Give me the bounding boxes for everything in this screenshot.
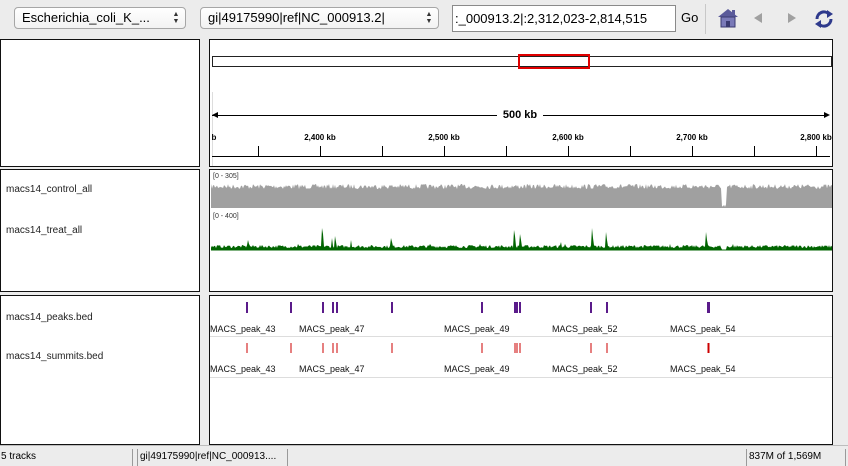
- chromosome-dropdown-value: gi|49175990|ref|NC_000913.2|: [208, 10, 385, 25]
- peak-feature[interactable]: [606, 302, 608, 313]
- tick-label: b: [211, 133, 217, 142]
- ruler: [212, 92, 832, 166]
- summit-label: MACS_peak_52: [552, 364, 618, 374]
- dropdown-arrows-icon: ▲ ▼: [172, 11, 180, 25]
- peak-feature[interactable]: [519, 302, 521, 313]
- feature-tracks: [246, 302, 710, 353]
- dropdown-arrows-icon: ▲ ▼: [425, 11, 433, 25]
- tick-mark: [382, 146, 383, 156]
- tick-mark: [444, 146, 445, 156]
- tick-mark: [816, 146, 817, 156]
- tick-mark: [258, 146, 259, 156]
- peak-label: MACS_peak_43: [210, 324, 276, 334]
- peak-feature[interactable]: [246, 302, 248, 313]
- home-icon[interactable]: [717, 8, 739, 31]
- summit-label: MACS_peak_54: [670, 364, 736, 374]
- peak-feature[interactable]: [481, 302, 483, 313]
- peak-feature[interactable]: [708, 302, 710, 313]
- current-view-indicator[interactable]: [518, 54, 590, 69]
- track-divider: [210, 377, 832, 378]
- peak-feature[interactable]: [590, 302, 592, 313]
- track-name-summits[interactable]: macs14_summits.bed: [6, 351, 104, 362]
- locus-input-value: :_000913.2|:2,312,023-2,814,515: [455, 11, 648, 26]
- tick-label: 2,700 kb: [676, 133, 708, 142]
- locus-input[interactable]: :_000913.2|:2,312,023-2,814,515: [452, 5, 676, 32]
- tick-mark: [506, 146, 507, 156]
- tick-label: 2,800 kb: [800, 133, 832, 142]
- tick-mark: [754, 146, 755, 156]
- tick-mark: [320, 146, 321, 156]
- control-coverage-track[interactable]: [211, 184, 832, 208]
- control-range-label: [0 - 305]: [213, 173, 239, 180]
- status-bar: 5 tracks gi|49175990|ref|NC_000913.... 8…: [0, 445, 848, 466]
- status-track-count: 5 tracks: [0, 449, 133, 466]
- treat-range-label: [0 - 400]: [213, 213, 239, 220]
- summit-label: MACS_peak_49: [444, 364, 510, 374]
- track-name-peaks[interactable]: macs14_peaks.bed: [6, 312, 93, 323]
- peak-label: MACS_peak_54: [670, 324, 736, 334]
- ruler-name-panel: [0, 39, 200, 167]
- track-name-treat[interactable]: macs14_treat_all: [6, 225, 83, 236]
- peak-label: MACS_peak_49: [444, 324, 510, 334]
- summit-label: MACS_peak_47: [299, 364, 365, 374]
- chromosome-dropdown[interactable]: gi|49175990|ref|NC_000913.2| ▲ ▼: [200, 7, 439, 29]
- feature-data-panel[interactable]: MACS_peak_43 MACS_peak_47 MACS_peak_49 M…: [209, 295, 833, 445]
- genome-dropdown[interactable]: Escherichia_coli_K_... ▲ ▼: [14, 7, 186, 29]
- tick-mark: [630, 146, 631, 156]
- refresh-icon[interactable]: [813, 8, 835, 33]
- peak-feature[interactable]: [290, 302, 292, 313]
- go-button[interactable]: Go: [681, 10, 699, 25]
- peak-feature[interactable]: [336, 302, 338, 313]
- track-name-control[interactable]: macs14_control_all: [6, 184, 93, 195]
- peak-label: MACS_peak_52: [552, 324, 618, 334]
- chromosome-ideogram[interactable]: [212, 56, 832, 67]
- peak-feature[interactable]: [514, 302, 516, 313]
- tick-label: 2,400 kb: [304, 133, 336, 142]
- peak-feature[interactable]: [332, 302, 334, 313]
- tick-label: 2,500 kb: [428, 133, 460, 142]
- feature-name-panel: macs14_peaks.bed macs14_summits.bed: [0, 295, 200, 445]
- genome-dropdown-value: Escherichia_coli_K_...: [22, 10, 150, 25]
- back-arrow-icon[interactable]: [752, 12, 764, 27]
- toolbar: Escherichia_coli_K_... ▲ ▼ gi|49175990|re…: [0, 0, 848, 38]
- span-right-arrow-icon: [824, 112, 830, 118]
- ruler-panel: 500 kb b 2,400 kb 2,500 kb 2,600 kb 2,70…: [0, 39, 848, 167]
- coverage-tracks: [211, 184, 832, 251]
- forward-arrow-icon[interactable]: [786, 12, 798, 27]
- coverage-panel: macs14_control_all macs14_treat_all [0 -…: [0, 169, 848, 292]
- tick-label: 2,600 kb: [552, 133, 584, 142]
- toolbar-separator: [705, 4, 706, 34]
- coverage-name-panel: macs14_control_all macs14_treat_all: [0, 169, 200, 292]
- coverage-data-panel[interactable]: [0 - 305] [0 - 400]: [209, 169, 833, 292]
- summit-label: MACS_peak_43: [210, 364, 276, 374]
- ruler-data-panel[interactable]: 500 kb b 2,400 kb 2,500 kb 2,600 kb 2,70…: [209, 39, 833, 167]
- peak-feature[interactable]: [516, 302, 518, 313]
- status-memory: 837M of 1,569M: [746, 449, 846, 466]
- status-chromosome: gi|49175990|ref|NC_000913....: [137, 449, 288, 466]
- peak-feature[interactable]: [391, 302, 393, 313]
- span-left-arrow-icon: [212, 112, 218, 118]
- treat-coverage-track[interactable]: [211, 228, 832, 250]
- track-divider: [210, 336, 832, 337]
- span-label: 500 kb: [496, 109, 544, 121]
- peak-label: MACS_peak_47: [299, 324, 365, 334]
- tick-mark: [692, 146, 693, 156]
- tick-mark: [568, 146, 569, 156]
- peak-feature[interactable]: [322, 302, 324, 313]
- ruler-axis-line: [212, 156, 830, 157]
- feature-panel: macs14_peaks.bed macs14_summits.bed MACS…: [0, 295, 848, 445]
